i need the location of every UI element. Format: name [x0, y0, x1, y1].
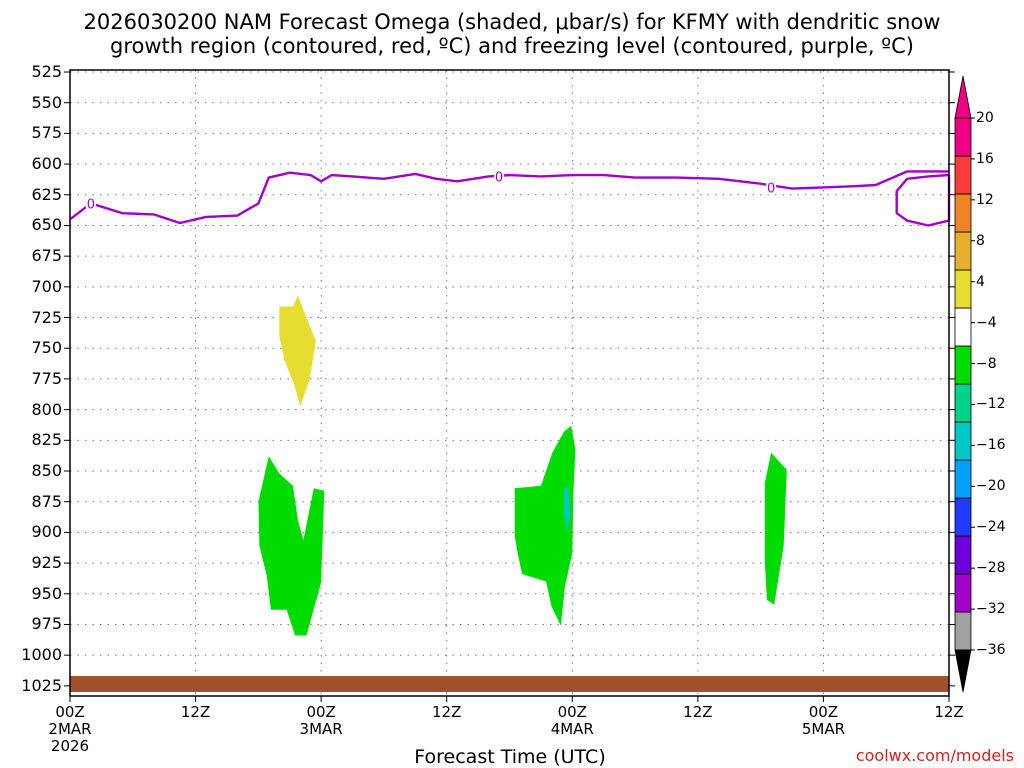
colorbar-segment-13 — [954, 117, 972, 157]
axis-ticks — [64, 71, 955, 702]
y-tick-label-525: 525 — [31, 62, 62, 81]
x-tick-label-line-0: 12Z — [432, 703, 462, 721]
colorbar-label-4: 4 — [976, 273, 985, 290]
x-tick-label-line-0: 00Z — [55, 703, 85, 721]
chart-title-line-1: 2026030200 NAM Forecast Omega (shaded, μ… — [83, 10, 941, 34]
y-tick-label-1025: 1025 — [21, 675, 62, 695]
y-tick-label-1000: 1000 — [21, 645, 62, 665]
y-tick-label-700: 700 — [31, 276, 62, 296]
colorbar-segment-7 — [954, 345, 972, 385]
y-tick-label-800: 800 — [31, 399, 62, 419]
freezing-level-label-2: 0 — [767, 181, 775, 196]
y-tick-label-925: 925 — [31, 553, 62, 573]
y-tick-label-650: 650 — [31, 215, 62, 235]
y-tick-label-875: 875 — [31, 491, 62, 511]
x-axis-title: Forecast Time (UTC) — [414, 746, 606, 768]
freezing-level-label-bg-1 — [494, 169, 505, 184]
colorbar-segment-1 — [954, 573, 972, 613]
colorbar-segment-10 — [954, 231, 972, 271]
x-tick-label-line-0: 00Z — [306, 703, 336, 721]
freezing-level-label-bg-2 — [766, 180, 777, 195]
y-tick-label-725: 725 — [31, 307, 62, 327]
x-tick-label-h24: 00Z 3MAR — [281, 704, 361, 738]
y-tick-label-575: 575 — [31, 123, 62, 143]
x-tick-label-h84: 12Z — [909, 704, 989, 721]
plot-frame — [69, 69, 950, 697]
omega-region-green-3 — [764, 452, 787, 605]
colorbar-segment-4 — [954, 459, 972, 499]
x-tick-label-h36: 12Z — [407, 704, 487, 721]
colorbar-segment-11 — [954, 193, 972, 233]
colorbar-segment-12 — [954, 155, 972, 195]
chart-title-line-2: growth region (contoured, red, ºC) and f… — [110, 34, 914, 58]
colorbar-label-9: −20 — [976, 478, 1006, 495]
grid-lines — [70, 70, 949, 696]
x-tick-label-h12: 12Z — [156, 704, 236, 721]
x-tick-label-h72: 00Z 5MAR — [783, 704, 863, 738]
y-tick-label-975: 975 — [31, 614, 62, 634]
y-tick-label-900: 900 — [31, 522, 62, 542]
y-tick-label-950: 950 — [31, 583, 62, 603]
colorbar — [954, 75, 975, 693]
x-tick-label-h48: 00Z 4MAR — [532, 704, 612, 738]
y-tick-label-550: 550 — [31, 92, 62, 112]
colorbar-segment-0 — [954, 611, 972, 651]
x-tick-label-h60: 12Z — [658, 704, 738, 721]
colorbar-label-1: 16 — [976, 150, 994, 167]
y-tick-label-625: 625 — [31, 184, 62, 204]
freezing-level: 0 0 0 — [69, 169, 951, 227]
omega-region-teal-core — [563, 485, 571, 534]
y-tick-label-825: 825 — [31, 430, 62, 450]
colorbar-label-6: −8 — [976, 355, 997, 372]
x-tick-label-line-0: 00Z — [808, 703, 839, 721]
colorbar-segment-2 — [954, 535, 972, 575]
colorbar-label-0: 20 — [976, 110, 994, 126]
omega-region-green-2 — [514, 425, 576, 626]
omega-region-green-1 — [258, 456, 325, 636]
x-tick-label-line-0: 00Z — [557, 703, 587, 721]
colorbar-top-arrow — [954, 75, 972, 119]
freezing-level-closed-contour — [895, 173, 951, 227]
x-tick-label-line-2: 2026 — [50, 737, 90, 755]
freezing-level-label-0: 0 — [87, 197, 95, 212]
omega-shaded-regions — [258, 295, 787, 636]
x-tick-label-line-0: 12Z — [683, 703, 713, 721]
colorbar-segment-5 — [954, 421, 972, 461]
colorbar-label-2: 12 — [976, 191, 994, 208]
colorbar-label-7: −12 — [976, 396, 1006, 413]
y-tick-label-850: 850 — [31, 461, 62, 480]
colorbar-label-5: −4 — [976, 314, 997, 331]
x-tick-label-line-1: 3MAR — [299, 720, 343, 738]
colorbar-bottom-arrow — [954, 649, 972, 693]
colorbar-label-12: −32 — [976, 601, 1006, 618]
y-tick-label-675: 675 — [31, 246, 62, 266]
colorbar-label-11: −28 — [976, 560, 1006, 577]
x-tick-label-h0: 00Z 2MAR 2026 — [30, 704, 110, 755]
omega-region-yellow-lift — [279, 295, 316, 406]
y-tick-label-600: 600 — [31, 154, 62, 174]
colorbar-label-3: 8 — [976, 232, 985, 249]
terrain — [70, 676, 949, 692]
x-tick-label-line-1: 4MAR — [550, 720, 594, 738]
colorbar-label-13: −36 — [976, 642, 1006, 658]
colorbar-segment-6 — [954, 383, 972, 423]
freezing-level-label-bg-0 — [85, 196, 96, 211]
colorbar-label-8: −16 — [976, 437, 1006, 454]
terrain-band — [70, 676, 949, 692]
x-tick-label-line-0: 12Z — [934, 703, 964, 721]
x-tick-label-line-0: 12Z — [180, 703, 211, 721]
colorbar-segment-8 — [954, 307, 972, 347]
colorbar-segment-3 — [954, 497, 972, 537]
x-tick-label-line-1: 5MAR — [801, 720, 845, 738]
colorbar-segment-9 — [954, 269, 972, 309]
freezing-level-label-1: 0 — [495, 170, 503, 185]
freezing-level-line — [69, 170, 949, 225]
y-tick-label-750: 750 — [31, 338, 62, 358]
colorbar-label-10: −24 — [976, 519, 1006, 536]
x-tick-label-line-1: 2MAR — [48, 720, 92, 738]
credit-link[interactable]: coolwx.com/models — [855, 746, 1014, 765]
y-tick-label-775: 775 — [31, 368, 62, 388]
